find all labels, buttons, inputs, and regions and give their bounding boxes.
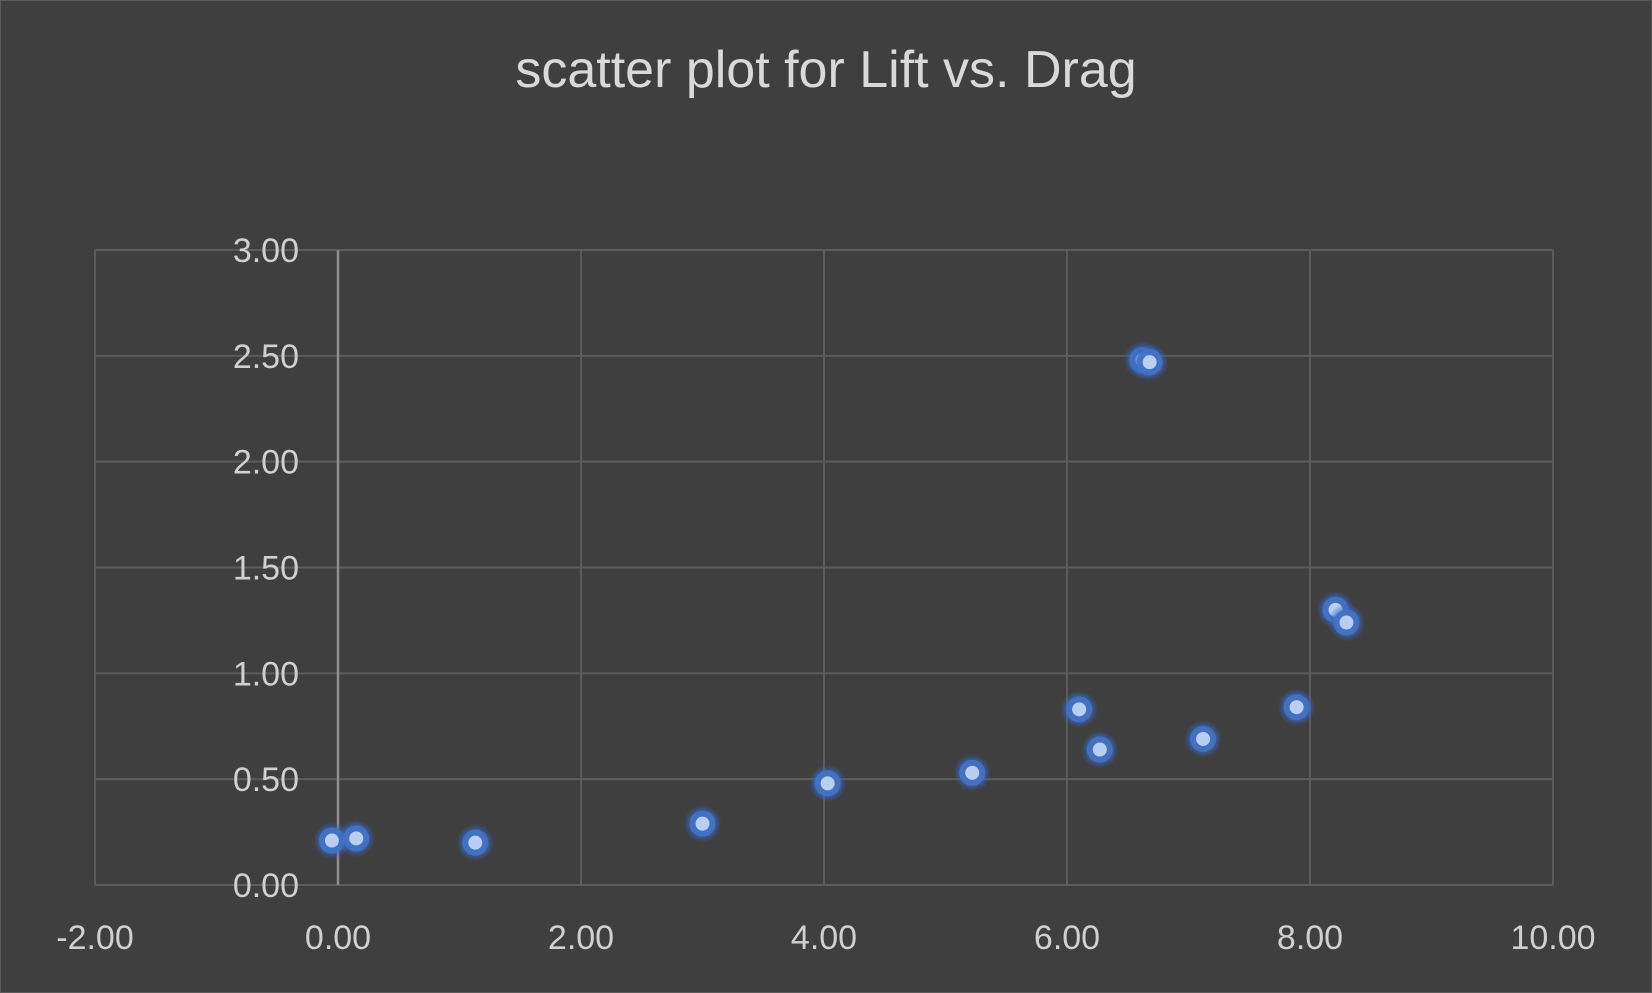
x-tick-label: 4.00 [791, 919, 857, 957]
data-point [1080, 730, 1119, 769]
x-tick-label: 10.00 [1510, 919, 1595, 957]
x-tick-label: 0.00 [305, 919, 371, 957]
y-tick-label: 1.00 [233, 655, 299, 693]
x-tick-label: 8.00 [1277, 919, 1343, 957]
x-tick-label: 2.00 [548, 919, 614, 957]
data-point [683, 804, 722, 843]
y-tick-label: 2.00 [233, 444, 299, 482]
data-point [808, 764, 847, 803]
x-tick-label: -2.00 [56, 919, 134, 957]
data-point [1327, 603, 1366, 642]
data-point [1184, 719, 1223, 758]
data-point [1130, 343, 1169, 382]
data-point [1060, 690, 1099, 729]
y-tick-label: 0.50 [233, 761, 299, 799]
y-tick-label: 0.00 [233, 867, 299, 905]
data-point [456, 823, 495, 862]
data-point [953, 753, 992, 792]
y-tick-label: 1.50 [233, 550, 299, 588]
x-tick-label: 6.00 [1034, 919, 1100, 957]
data-point [1277, 688, 1316, 727]
y-tick-label: 3.00 [233, 232, 299, 270]
data-point [337, 819, 376, 858]
data-points [312, 341, 1366, 862]
tick-labels: 0.00 0.50 1.00 1.50 2.00 2.50 3.00 -2.00 0.00 2.0… [56, 232, 1595, 957]
y-tick-label: 2.50 [233, 338, 299, 376]
chart-title: scatter plot for Lift vs. Drag [515, 41, 1137, 99]
